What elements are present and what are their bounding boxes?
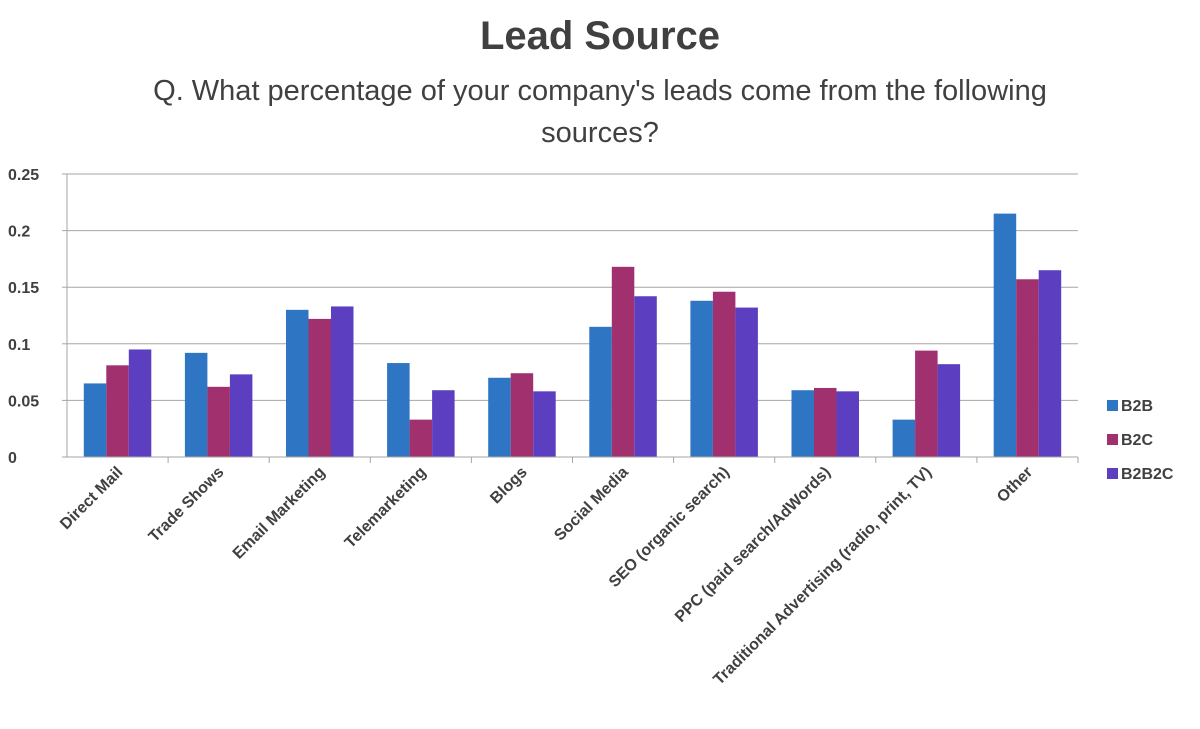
bar-b2c-9 xyxy=(1016,279,1039,457)
bars xyxy=(83,213,1062,457)
x-tick-label: Blogs xyxy=(487,464,531,508)
bar-b2c-3 xyxy=(409,419,433,457)
bar-b2b2c-5 xyxy=(634,296,657,457)
y-axis-ticks: 0 0.05 0.1 0.15 0.2 0.25 xyxy=(8,167,67,467)
x-axis xyxy=(66,174,1079,463)
bar-b2b2c-8 xyxy=(937,364,961,457)
bar-b2b-6 xyxy=(690,300,713,457)
x-axis-labels: Direct Mail Trade Shows Email Marketing Tel… xyxy=(57,464,1036,689)
legend-label: B2B xyxy=(1121,398,1153,415)
y-tick-label: 0.15 xyxy=(8,280,39,297)
x-tick-label: Direct Mail xyxy=(57,464,126,533)
y-tick-label: 0 xyxy=(8,450,17,467)
bar-b2b-2 xyxy=(286,309,309,457)
y-tick-label: 0.1 xyxy=(8,337,30,354)
bar-b2c-1 xyxy=(207,386,230,457)
bar-b2b2c-9 xyxy=(1038,270,1062,457)
x-tick-label: Trade Shows xyxy=(146,464,228,546)
y-tick-label: 0.2 xyxy=(8,224,30,241)
x-tick-label: Other xyxy=(994,464,1036,506)
y-tick-label: 0.05 xyxy=(8,393,39,410)
bar-b2b2c-4 xyxy=(533,391,556,457)
bar-b2b2c-2 xyxy=(331,306,354,457)
bar-b2c-0 xyxy=(106,365,129,457)
legend-label: B2C xyxy=(1121,432,1153,449)
legend-label: B2B2C xyxy=(1121,466,1174,483)
bar-b2c-5 xyxy=(611,266,635,457)
bar-b2b-4 xyxy=(488,377,511,457)
legend-swatch-b2c xyxy=(1107,434,1118,445)
bar-b2b-8 xyxy=(892,419,916,457)
chart-subtitle: Q. What percentage of your company's lea… xyxy=(153,75,1047,149)
x-tick-label: Telemarketing xyxy=(342,464,430,552)
chart-title: Lead Source xyxy=(479,14,721,58)
bar-b2b-5 xyxy=(589,326,612,457)
bar-b2c-6 xyxy=(712,291,736,457)
gridlines xyxy=(67,173,1078,401)
y-tick-label: 0.25 xyxy=(8,167,39,184)
x-tick-label: Social Media xyxy=(551,464,632,545)
bar-b2c-7 xyxy=(814,387,837,457)
bar-b2b2c-1 xyxy=(229,374,253,457)
bar-b2b2c-3 xyxy=(432,390,455,457)
x-tick-label: Traditional Advertising (radio, print, T… xyxy=(710,464,935,689)
bar-b2b2c-6 xyxy=(735,307,758,457)
bar-b2b-3 xyxy=(387,363,410,457)
bar-b2b2c-7 xyxy=(836,391,859,457)
bar-b2b-1 xyxy=(184,352,208,457)
bar-b2c-8 xyxy=(915,350,938,457)
legend-swatch-b2b xyxy=(1107,400,1118,411)
bar-b2c-2 xyxy=(308,318,331,457)
bar-b2b-9 xyxy=(993,213,1017,457)
bar-b2b-7 xyxy=(791,390,814,457)
x-tick-label: Email Marketing xyxy=(230,464,329,563)
legend: B2B B2C B2B2C xyxy=(1107,398,1174,483)
bar-b2b-0 xyxy=(83,383,107,457)
legend-swatch-b2b2c xyxy=(1107,468,1118,479)
bar-b2c-4 xyxy=(510,373,534,457)
bar-b2b2c-0 xyxy=(128,349,152,457)
